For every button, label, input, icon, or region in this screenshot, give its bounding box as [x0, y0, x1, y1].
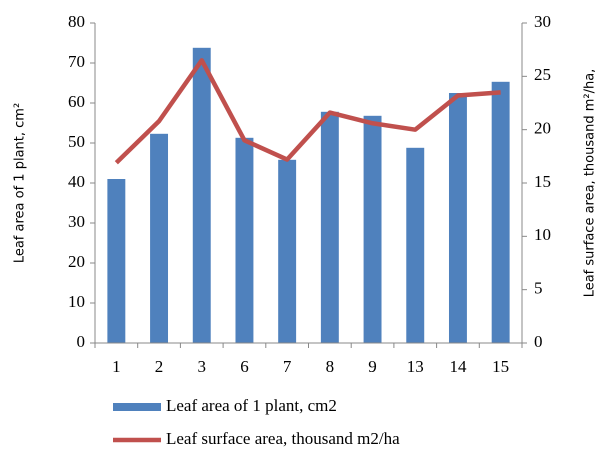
y-tick-label: 10: [68, 292, 85, 311]
bar: [448, 93, 467, 343]
y-tick-label: 80: [68, 12, 85, 31]
y-tick-label: 40: [68, 172, 85, 191]
x-tick-label: 15: [492, 357, 509, 376]
x-tick-label: 13: [407, 357, 424, 376]
y-tick-label: 0: [77, 332, 86, 351]
y2-tick-label: 30: [534, 12, 551, 31]
x-tick-label: 2: [155, 357, 164, 376]
x-tick-label: 1: [112, 357, 121, 376]
y2-tick-label: 15: [534, 172, 551, 191]
x-tick-label: 3: [198, 357, 207, 376]
bar: [107, 179, 126, 343]
bar: [278, 159, 297, 343]
y2-axis-label: Leaf surface area, thousand m²/ha,: [583, 69, 598, 298]
y-tick-label: 30: [68, 212, 85, 231]
y-axis-label: Leaf area of 1 plant, cm²: [13, 103, 28, 263]
bar: [491, 81, 510, 344]
x-tick-label: 8: [326, 357, 335, 376]
y-tick-label: 50: [68, 132, 85, 151]
y2-tick-label: 20: [534, 119, 551, 138]
bar: [235, 137, 254, 343]
x-tick-label: 14: [449, 357, 467, 376]
y2-tick-label: 0: [534, 332, 543, 351]
bar: [363, 115, 382, 343]
line: [114, 58, 501, 165]
y2-tick-label: 25: [534, 65, 551, 84]
x-tick-label: 9: [368, 357, 377, 376]
bar: [192, 47, 211, 344]
y2-tick-label: 10: [534, 225, 551, 244]
x-tick-label: 6: [240, 357, 249, 376]
y-tick-label: 60: [68, 92, 85, 111]
y2-tick-label: 5: [534, 279, 543, 298]
bar: [150, 133, 169, 343]
legend-label: Leaf surface area, thousand m2/ha: [166, 429, 400, 448]
y-tick-label: 20: [68, 252, 85, 271]
y-tick-label: 70: [68, 52, 85, 71]
legend-swatch: [113, 403, 161, 411]
bar: [320, 111, 339, 343]
bar: [406, 147, 425, 343]
legend-label: Leaf area of 1 plant, cm2: [166, 396, 337, 415]
x-tick-label: 7: [283, 357, 292, 376]
